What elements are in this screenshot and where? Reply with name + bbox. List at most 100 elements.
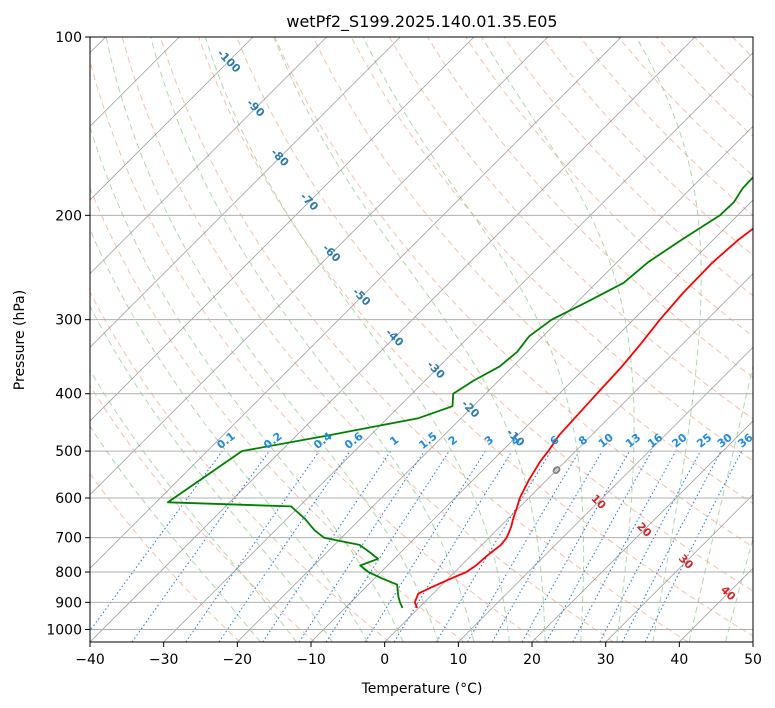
isotherm-line xyxy=(90,37,327,275)
plot-frame xyxy=(89,36,754,643)
dry-adiabat-line xyxy=(236,37,753,592)
mixing-ratio-label: 16 xyxy=(645,431,665,451)
moist-adiabat-line xyxy=(688,363,753,642)
mixing-ratio-line xyxy=(393,450,513,642)
dry-adiabat-line xyxy=(90,384,316,642)
y-tick-label: 300 xyxy=(55,313,82,329)
y-tick-label: 200 xyxy=(55,208,82,224)
mixing-ratio-label: 10 xyxy=(596,431,616,451)
isotherm-line xyxy=(531,420,753,642)
y-tick-label: 500 xyxy=(55,444,82,460)
mixing-ratio-label: 2 xyxy=(446,433,460,448)
mixing-ratio-line xyxy=(325,450,450,642)
dry-adiabat-line xyxy=(350,37,753,462)
isotherm-line xyxy=(237,125,753,642)
isotherm-line xyxy=(384,273,753,642)
mixing-ratio-label: 13 xyxy=(623,431,643,451)
isotherm-line xyxy=(310,199,753,642)
dry-adiabat-line xyxy=(90,291,390,642)
x-tick-label: 50 xyxy=(744,652,762,668)
mixing-ratio-line xyxy=(572,450,677,642)
moist-adiabat-line xyxy=(90,369,297,642)
x-tick-label: −40 xyxy=(75,652,105,668)
moist-adiabat-line xyxy=(362,37,585,642)
y-tick-label: 800 xyxy=(55,565,82,581)
dry-adiabat-line xyxy=(771,37,775,642)
dry-adiabat-line xyxy=(541,37,753,257)
dry-adiabat-line xyxy=(90,59,540,642)
isotherm-line xyxy=(752,641,753,642)
mixing-ratio-label: 1 xyxy=(387,433,401,448)
x-tick-label: 10 xyxy=(449,652,467,668)
mixing-ratio-line xyxy=(185,450,320,642)
chart-title: wetPf2_S199.2025.140.01.35.E05 xyxy=(286,12,557,32)
moist-adiabat-line xyxy=(635,37,702,642)
y-tick-label: 1000 xyxy=(46,622,82,638)
dry-adiabat-line xyxy=(159,37,689,642)
dry-adiabat-line xyxy=(694,37,753,98)
dry-adiabat-line xyxy=(732,37,753,59)
mixing-ratio-label: 20 xyxy=(669,431,689,451)
mixing-ratio-line xyxy=(545,450,653,642)
moist-adiabat-line xyxy=(90,125,404,642)
mixing-ratio-line xyxy=(131,450,270,642)
y-axis-title: Pressure (hPa) xyxy=(12,290,28,390)
x-axis-title: Temperature (°C) xyxy=(361,681,483,697)
temperature-line xyxy=(413,227,753,609)
mixing-ratio-line xyxy=(364,450,486,642)
isotherm-line xyxy=(90,37,622,569)
dry-adiabat-line xyxy=(274,37,753,548)
mixing-ratio-label: 8 xyxy=(576,433,590,448)
mixing-ratio-line xyxy=(599,450,701,642)
dry-adiabat-line xyxy=(503,37,753,297)
moist-adiabat-line xyxy=(90,305,333,642)
mixing-ratio-line xyxy=(644,450,743,642)
y-tick-label: 100 xyxy=(55,30,82,46)
y-tick-label: 700 xyxy=(55,531,82,547)
dewpoint-line xyxy=(167,175,753,609)
isotherm-line xyxy=(679,567,753,642)
y-tick-label: 600 xyxy=(55,491,82,507)
mixing-ratio-label: 0.1 xyxy=(214,430,237,452)
x-tick-label: 0 xyxy=(380,652,389,668)
isotherm-line xyxy=(90,37,254,201)
isotherm-line xyxy=(90,37,548,496)
dry-adiabat-line xyxy=(121,37,614,642)
moist-adiabat-line xyxy=(204,37,510,642)
mixing-ratio-line xyxy=(521,450,630,642)
moist-adiabat-line xyxy=(90,228,369,642)
isotherm-line xyxy=(605,494,753,642)
isotherm-line xyxy=(90,37,401,348)
mixing-ratio-label: 30 xyxy=(715,431,735,451)
mixing-ratio-label: 1.5 xyxy=(416,430,439,452)
dry-adiabat-line xyxy=(388,37,753,420)
x-tick-label: 30 xyxy=(597,652,615,668)
isotherm-line xyxy=(163,52,753,642)
mixing-ratio-line xyxy=(298,450,425,642)
mixing-ratio-label: 0.4 xyxy=(311,429,335,451)
moist-adiabat-line xyxy=(150,37,475,642)
isotherm-line xyxy=(90,37,475,422)
dry-adiabat-line xyxy=(426,37,753,378)
isotherm-line xyxy=(458,346,753,642)
background-lines xyxy=(90,37,775,642)
y-tick-label: 400 xyxy=(55,387,82,403)
profile-series xyxy=(167,175,753,609)
dry-adiabat-line xyxy=(90,472,241,642)
x-tick-label: −10 xyxy=(296,652,326,668)
mixing-ratio-label: 25 xyxy=(694,431,714,451)
x-tick-label: −30 xyxy=(149,652,179,668)
mixing-ratio-line xyxy=(621,450,722,642)
y-axis: 100 200 300 400 500 600 700 800 900 1000 xyxy=(46,30,90,638)
isotherm-line xyxy=(90,37,696,642)
moist-adiabat-line xyxy=(725,536,753,642)
mixing-ratio-label: 0.2 xyxy=(261,430,284,452)
mixing-ratio-label: 3 xyxy=(482,433,496,448)
dry-adiabat-line xyxy=(465,37,753,338)
y-tick-label: 900 xyxy=(55,595,82,611)
moist-adiabat-line xyxy=(481,37,635,642)
mixing-ratio-line xyxy=(262,450,392,642)
pressure-gridlines xyxy=(90,37,753,630)
moist-adiabat-line xyxy=(273,37,546,642)
